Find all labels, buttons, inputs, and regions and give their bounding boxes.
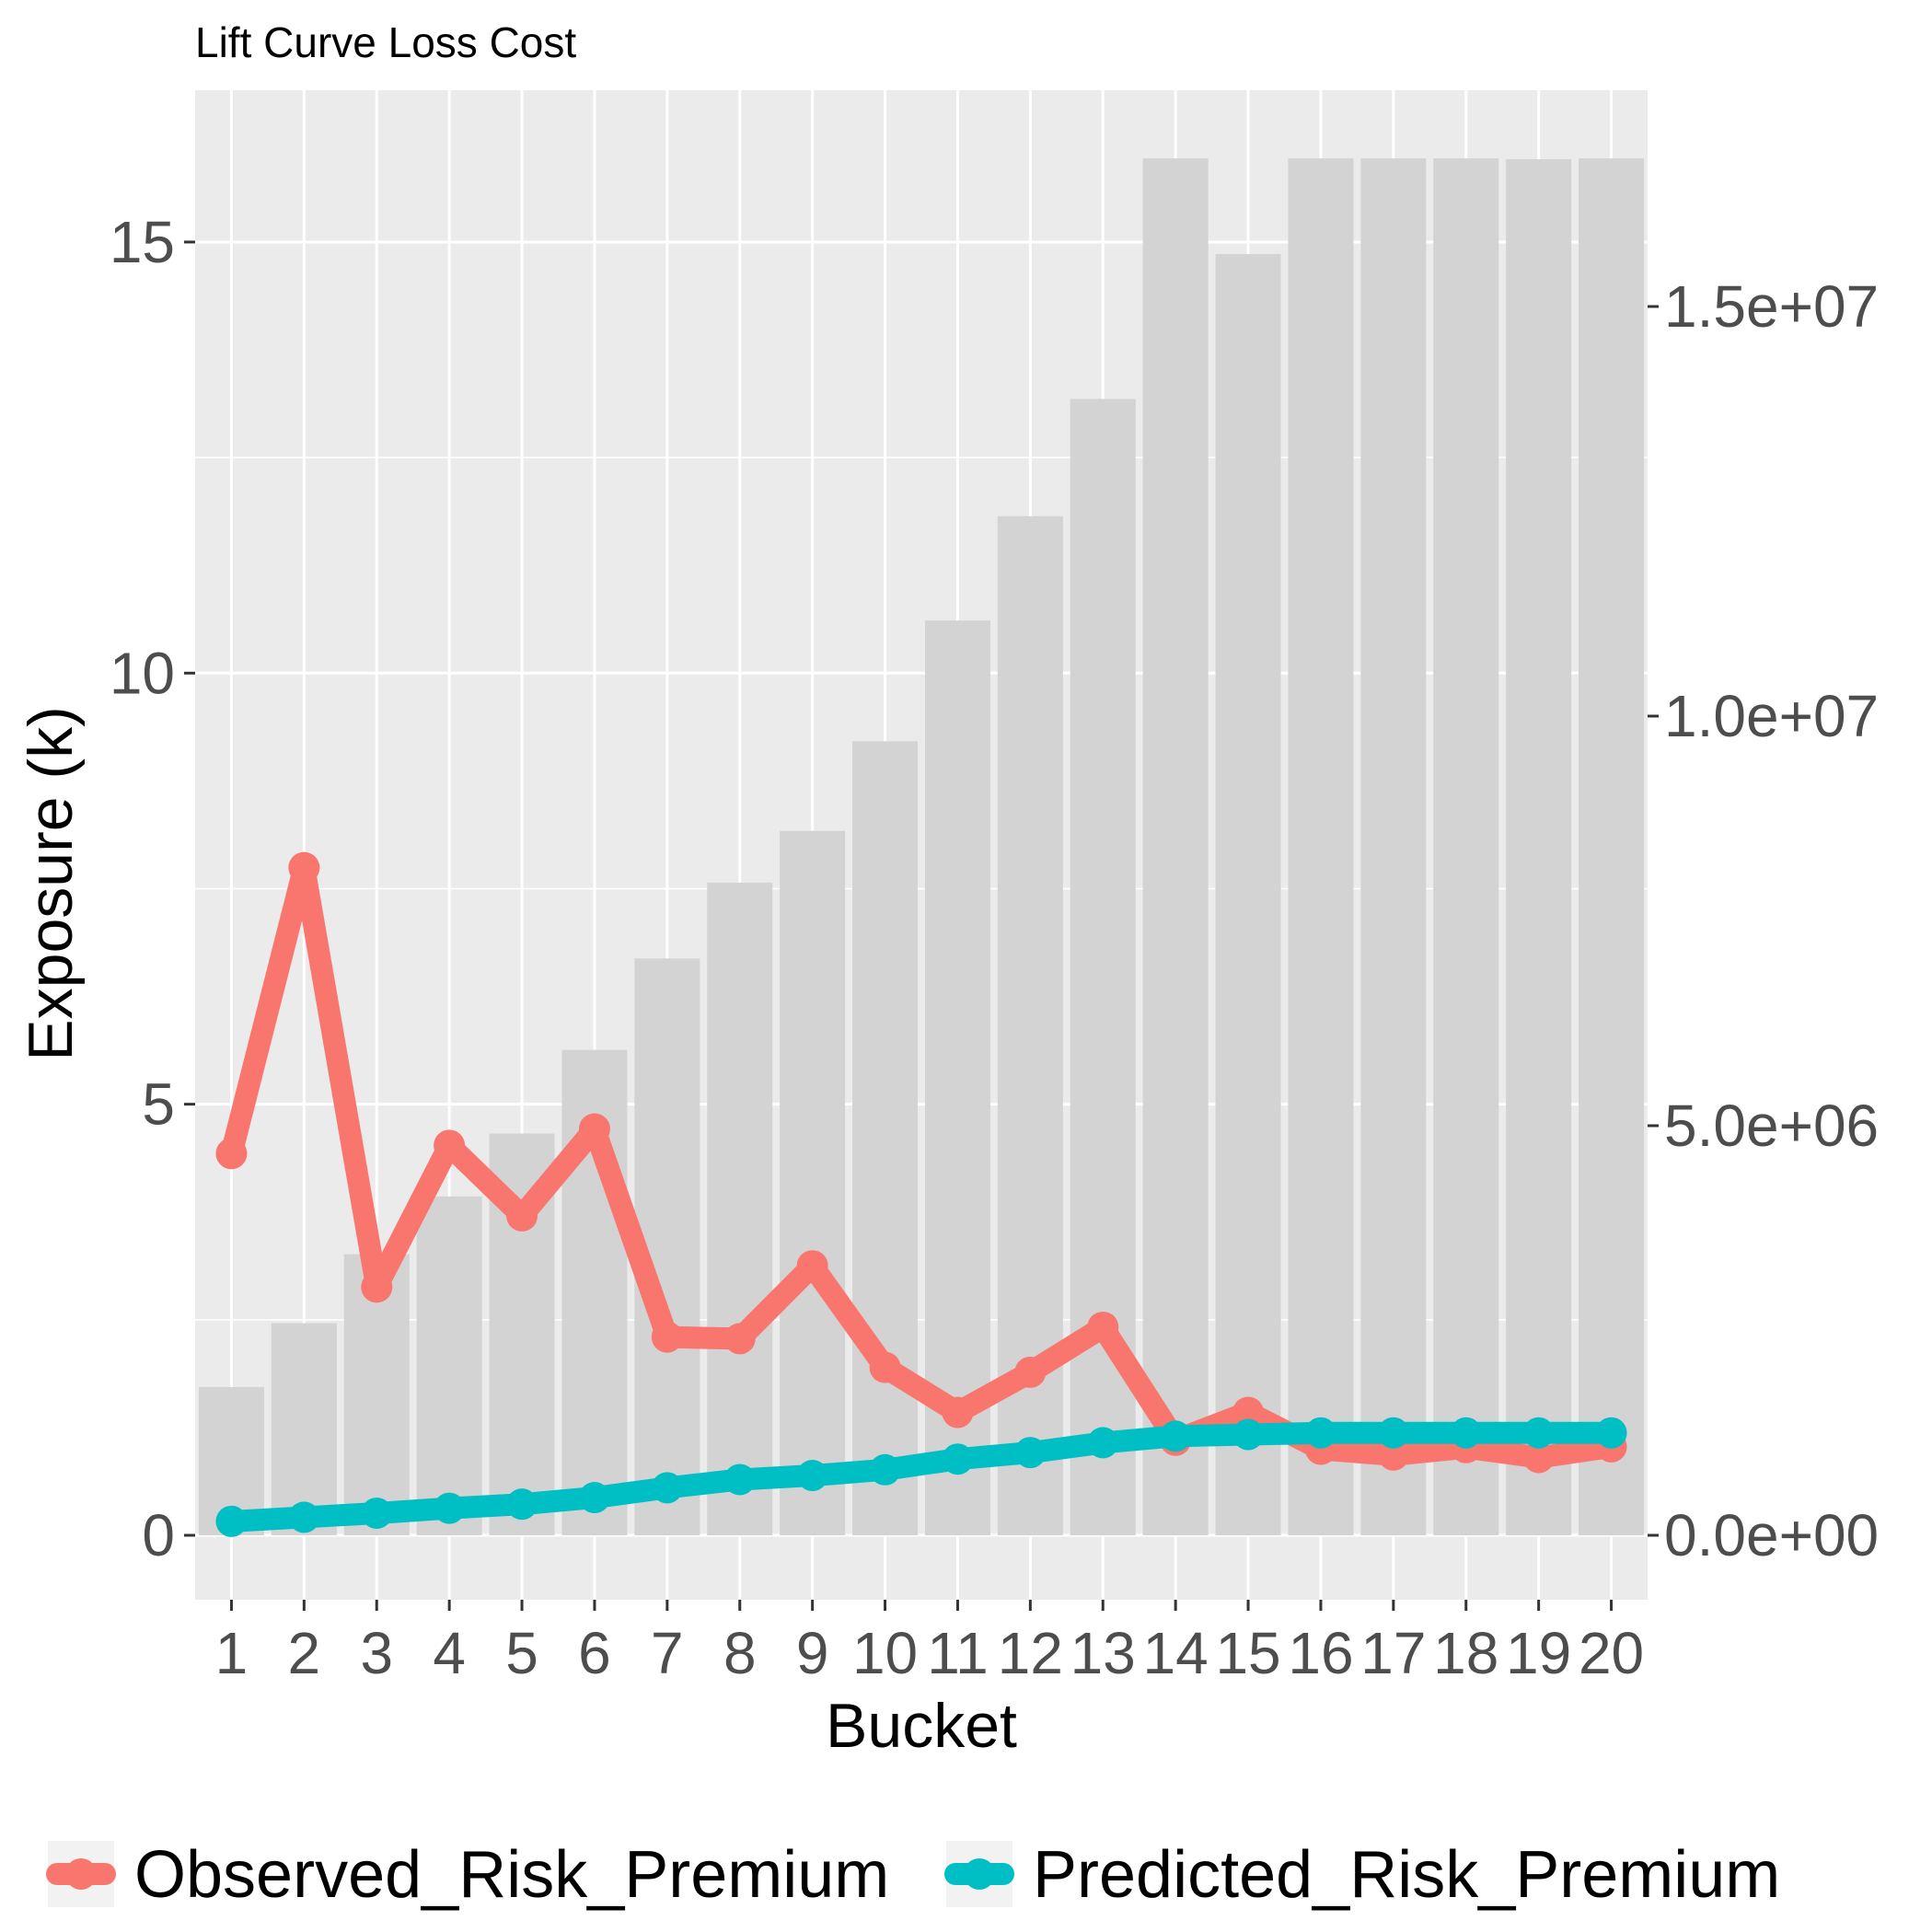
x-axis-tick-label: 16 [1288, 1620, 1353, 1686]
legend-label: Observed_Risk_Premium [134, 1838, 889, 1912]
series-point-1 [869, 1453, 901, 1486]
right-axis-tick-label: 0.0e+00 [1664, 1502, 1879, 1568]
plot-panel [195, 90, 1648, 1600]
risk-premium-lines [215, 851, 1627, 1537]
x-axis-tick-label: 3 [360, 1620, 393, 1686]
series-point-1 [288, 1501, 320, 1533]
x-axis-tick-label: 4 [433, 1620, 466, 1686]
exposure-bar [707, 882, 773, 1535]
series-point-0 [1232, 1396, 1265, 1429]
right-axis-tick-label: 1.5e+07 [1664, 273, 1879, 340]
x-axis-tick-label: 15 [1215, 1620, 1280, 1686]
right-axis-tick-label: 1.0e+07 [1664, 683, 1879, 749]
exposure-bar [1142, 158, 1209, 1536]
series-point-0 [651, 1321, 683, 1353]
x-axis-tick-label: 12 [998, 1620, 1063, 1686]
series-point-0 [1377, 1439, 1409, 1471]
legend: Observed_Risk_Premium Predicted_Risk_Prem… [46, 1838, 1780, 1912]
x-axis-tick-label: 8 [723, 1620, 757, 1686]
series-point-1 [651, 1472, 683, 1504]
series-point-1 [506, 1488, 538, 1521]
x-axis-tick-label: 19 [1506, 1620, 1571, 1686]
x-axis-tick-label: 6 [578, 1620, 611, 1686]
x-axis-tick-label: 14 [1143, 1620, 1209, 1686]
exposure-bar [271, 1323, 337, 1535]
series-point-0 [506, 1199, 538, 1232]
series-point-1 [1450, 1417, 1482, 1449]
series-point-1 [796, 1460, 828, 1492]
right-axis-tick-label: 5.0e+06 [1664, 1093, 1879, 1159]
x-axis-tick-label: 11 [927, 1620, 988, 1686]
series-point-1 [361, 1497, 393, 1529]
series-point-0 [434, 1129, 466, 1162]
exposure-bar [780, 830, 846, 1535]
series-point-1 [942, 1443, 974, 1475]
x-axis-tick-label: 13 [1070, 1620, 1136, 1686]
x-axis-tick-label: 10 [852, 1620, 918, 1686]
exposure-bar [1288, 158, 1354, 1536]
legend-label: Predicted_Risk_Premium [1033, 1838, 1780, 1912]
series-point-0 [288, 851, 320, 884]
left-axis-tick-label: 15 [110, 209, 175, 275]
x-axis-tick-label: 9 [796, 1620, 829, 1686]
left-axis-tick-label: 5 [142, 1071, 175, 1138]
x-axis-tick-label: 7 [651, 1620, 684, 1686]
series-point-0 [1087, 1311, 1119, 1343]
series-point-1 [1014, 1437, 1047, 1469]
exposure-bar [1579, 158, 1645, 1536]
series-point-1 [578, 1482, 610, 1514]
exposure-bar [1360, 158, 1427, 1536]
series-point-0 [1014, 1356, 1047, 1388]
exposure-bar [852, 741, 919, 1535]
series-point-1 [1522, 1417, 1555, 1449]
series-point-0 [215, 1138, 248, 1170]
series-point-0 [723, 1323, 756, 1355]
x-axis-tick-label: 2 [288, 1620, 321, 1686]
series-point-1 [723, 1463, 756, 1496]
x-axis-tick-label: 20 [1579, 1620, 1644, 1686]
exposure-bar [1433, 158, 1499, 1536]
exposure-bar [924, 620, 990, 1535]
series-point-0 [942, 1396, 974, 1429]
left-axis-tick-label: 0 [142, 1502, 175, 1568]
series-point-1 [1160, 1420, 1192, 1452]
series-point-1 [1377, 1417, 1409, 1449]
x-axis-tick-label: 17 [1360, 1620, 1426, 1686]
series-point-0 [578, 1113, 610, 1145]
y-axis-title: Exposure (k) [16, 706, 86, 1060]
exposure-bar [416, 1196, 482, 1535]
chart-title: Lift Curve Loss Cost [195, 18, 576, 66]
legend-key-point [964, 1858, 995, 1890]
series-point-1 [434, 1492, 466, 1524]
left-axis-tick-label: 10 [110, 640, 175, 706]
legend-key-point [65, 1858, 97, 1890]
x-axis-tick-label: 18 [1433, 1620, 1498, 1686]
series-point-1 [1304, 1417, 1336, 1449]
x-axis-tick-label: 1 [215, 1620, 249, 1686]
x-axis-title: Bucket [826, 1691, 1017, 1761]
series-point-1 [1595, 1417, 1627, 1449]
x-axis-tick-label: 5 [505, 1620, 538, 1686]
exposure-bar [1215, 254, 1281, 1535]
exposure-bars [198, 158, 1645, 1536]
series-point-0 [869, 1351, 901, 1383]
series-point-1 [1232, 1418, 1265, 1451]
series-point-0 [796, 1250, 828, 1282]
series-point-0 [361, 1271, 393, 1303]
series-point-1 [1087, 1427, 1119, 1459]
series-point-1 [215, 1505, 248, 1537]
series-point-0 [1522, 1441, 1555, 1474]
exposure-bar [1506, 159, 1572, 1535]
